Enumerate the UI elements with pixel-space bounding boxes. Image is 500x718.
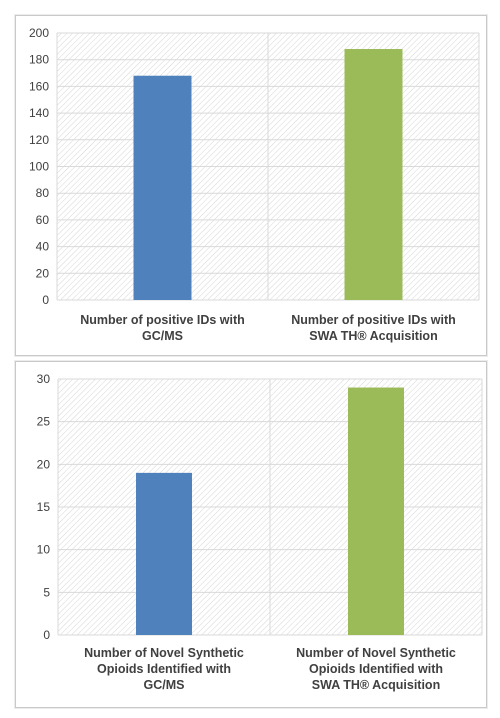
x-category-label-line: GC/MS [142,329,183,343]
x-category-label-line: Opioids Identified with [309,662,443,676]
x-category-label-line: Number of positive IDs with [291,313,456,327]
y-tick-label: 10 [37,543,51,557]
y-tick-label: 15 [37,500,51,514]
y-tick-label: 160 [29,79,49,93]
x-category-label: Number of Novel Synthetic Opioids Identif… [296,646,456,692]
y-tick-label: 180 [29,53,49,67]
x-category-label: Number of positive IDs with SWA TH® Acqui… [291,313,456,343]
y-tick-label: 0 [42,293,49,307]
bar-1 [133,75,192,300]
y-tick-label: 100 [29,160,49,174]
x-category-label: Number of positive IDs with GC/MS [80,313,245,343]
y-tick-label: 0 [43,628,50,642]
chart-panel-positive-ids: 0 20 40 60 80 100 120 140 160 180 200 Number of pos… [15,15,487,356]
x-category-label: Number of Novel Synthetic Opioids Identif… [84,646,244,692]
y-tick-label: 200 [29,26,49,40]
x-category-label-line: Number of Novel Synthetic [296,646,456,660]
y-tick-label: 60 [36,213,50,227]
x-category-label-line: Opioids Identified with [97,662,231,676]
x-category-label-line: GC/MS [144,678,185,692]
y-tick-label: 120 [29,133,49,147]
bar-chart-novel-opioids: 0 5 10 15 20 25 30 Number of Novel Synthetic Opi… [37,372,483,692]
y-tick-label: 40 [36,240,50,254]
chart-panel-novel-opioids: 0 5 10 15 20 25 30 Number of Novel Synthetic Opi… [15,361,487,708]
y-tick-label: 140 [29,106,49,120]
x-category-label-line: Number of Novel Synthetic [84,646,244,660]
y-tick-label: 80 [36,186,50,200]
x-category-label-line: SWA TH® Acquisition [312,678,440,692]
bar-1 [136,472,192,635]
bar-chart-positive-ids: 0 20 40 60 80 100 120 140 160 180 200 Number of pos… [29,26,480,343]
y-tick-label: 20 [37,457,51,471]
bar-2 [348,387,404,635]
bar-2 [344,49,403,300]
x-category-label-line: Number of positive IDs with [80,313,245,327]
y-tick-label: 25 [37,415,51,429]
y-tick-label: 30 [37,372,51,386]
x-category-label-line: SWA TH® Acquisition [309,329,437,343]
y-tick-label: 5 [43,585,50,599]
y-tick-label: 20 [36,266,50,280]
